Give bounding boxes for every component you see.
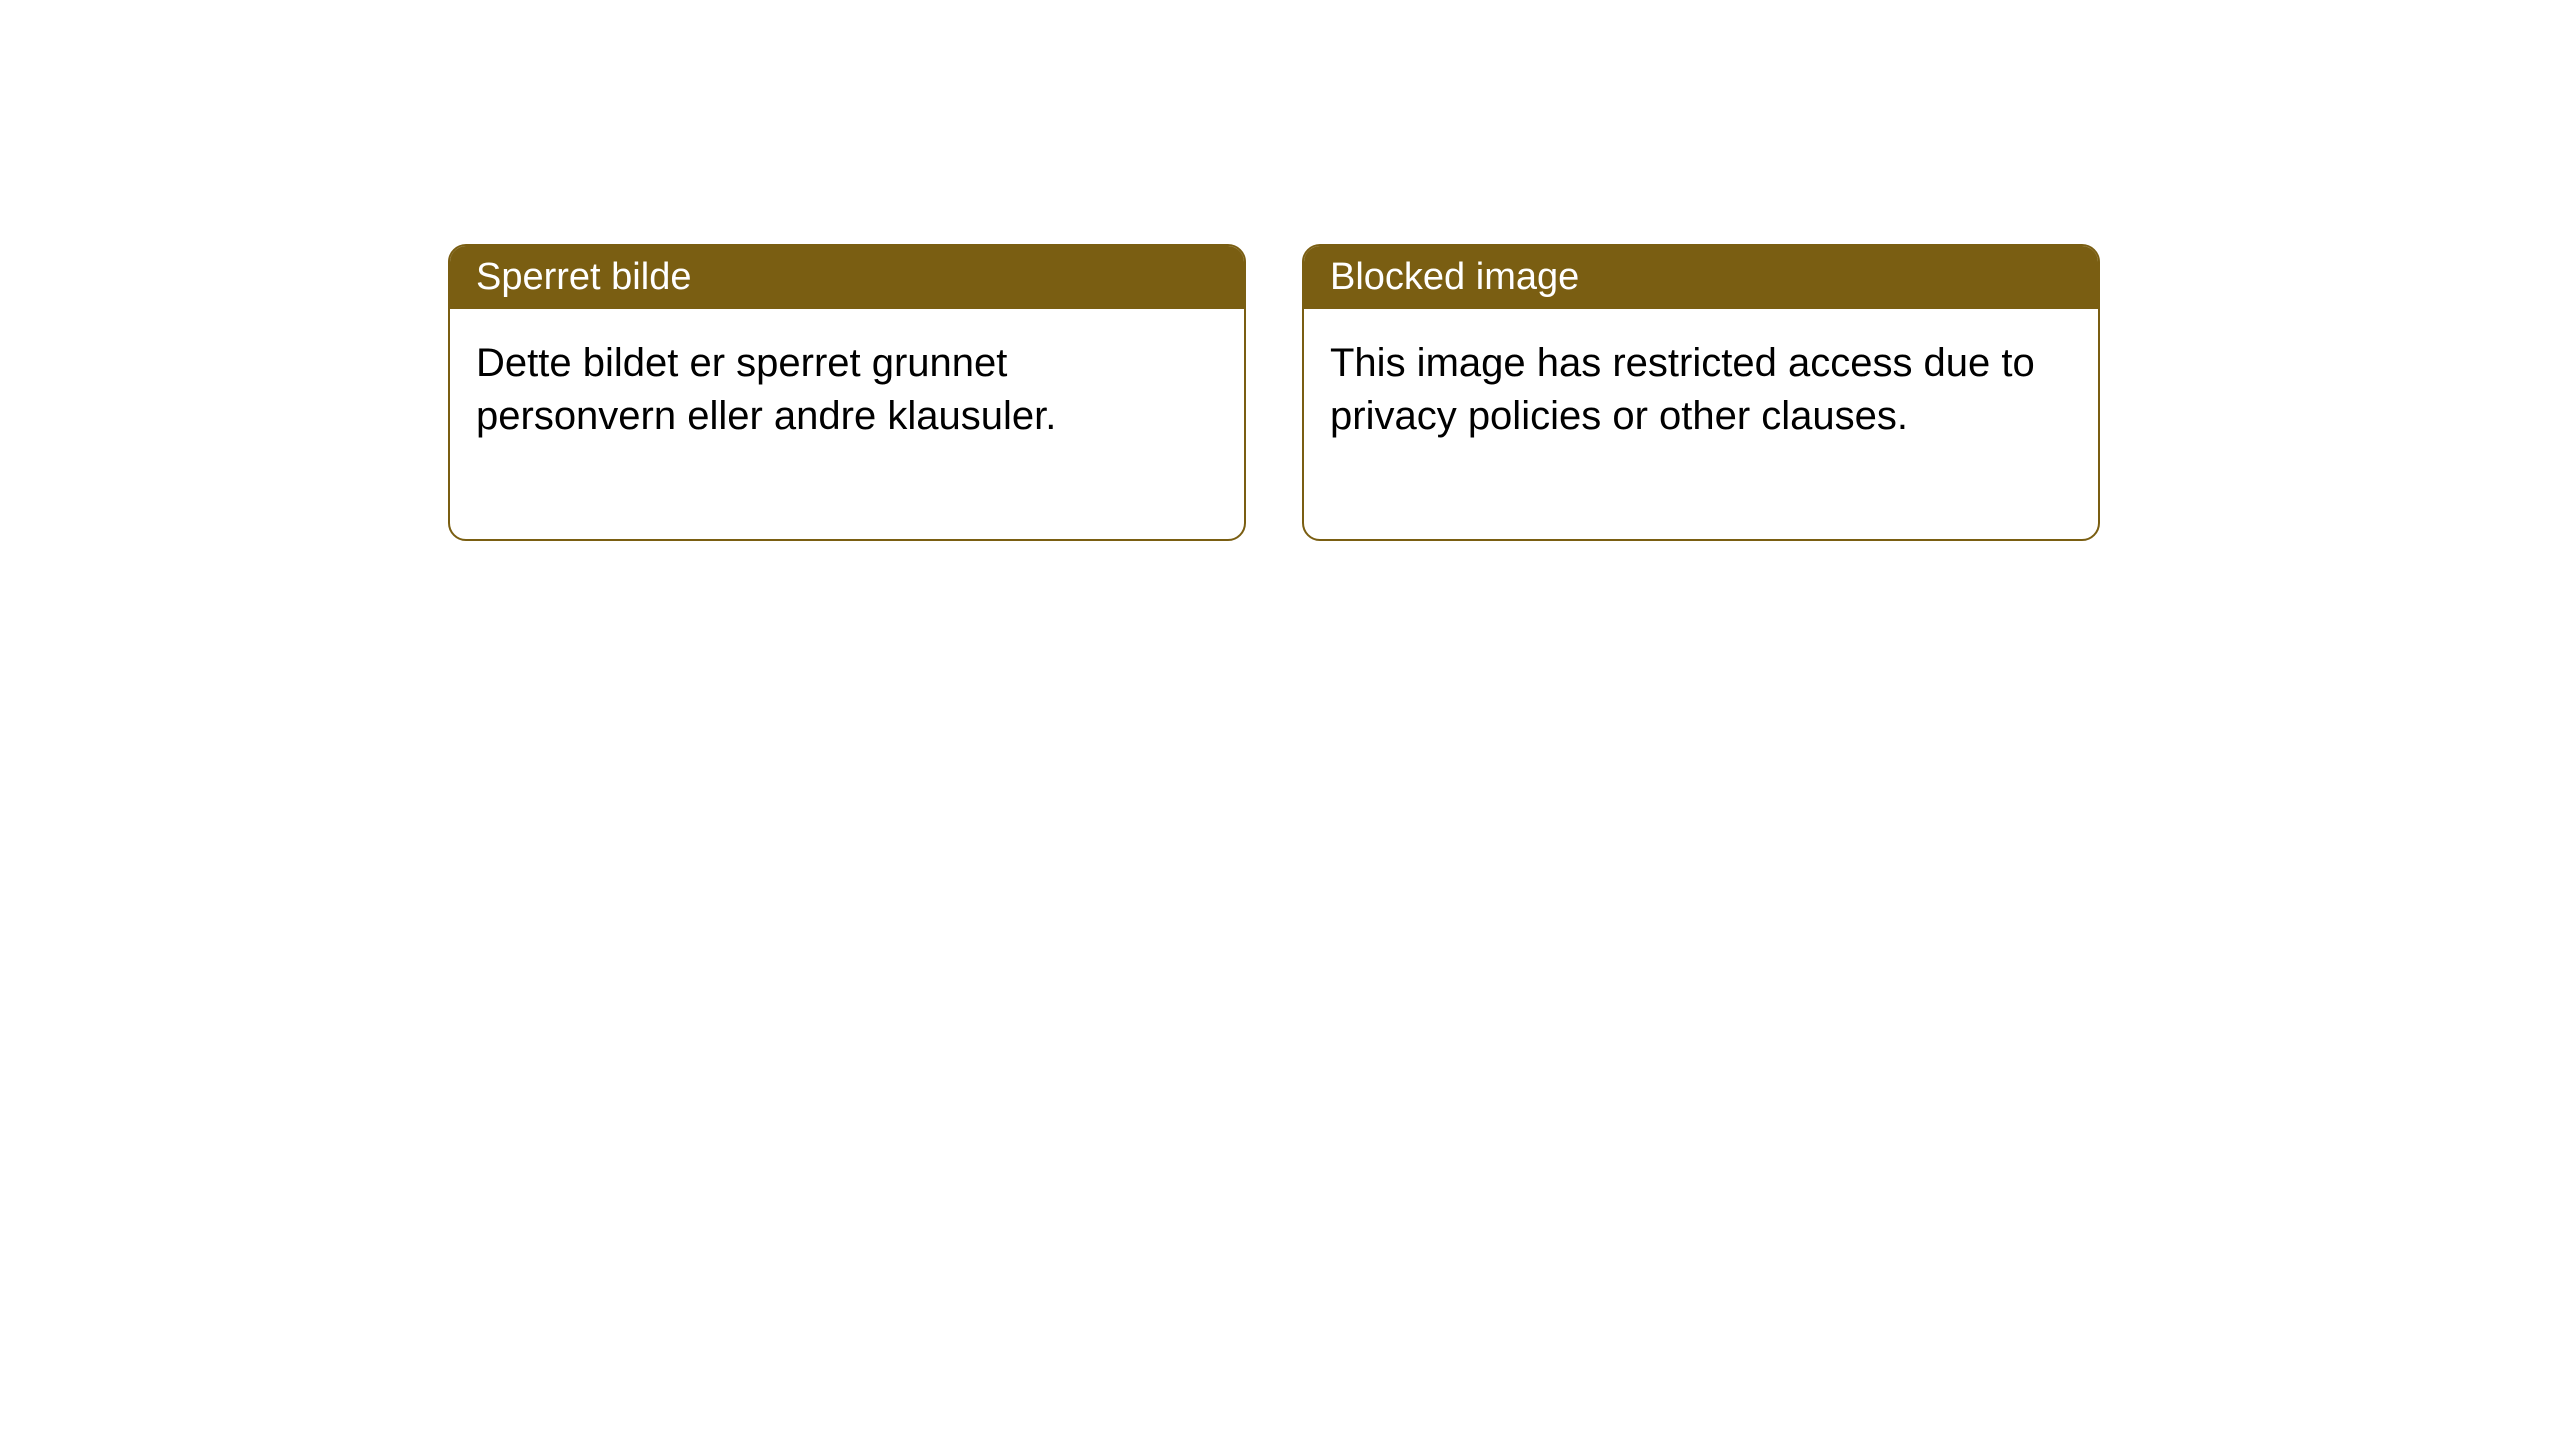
notice-box-english: Blocked image This image has restricted … bbox=[1302, 244, 2100, 541]
notice-box-norwegian: Sperret bilde Dette bildet er sperret gr… bbox=[448, 244, 1246, 541]
notice-body: This image has restricted access due to … bbox=[1304, 309, 2098, 539]
notice-header: Sperret bilde bbox=[450, 246, 1244, 309]
notice-body: Dette bildet er sperret grunnet personve… bbox=[450, 309, 1244, 539]
notice-header: Blocked image bbox=[1304, 246, 2098, 309]
notice-container: Sperret bilde Dette bildet er sperret gr… bbox=[448, 244, 2100, 541]
